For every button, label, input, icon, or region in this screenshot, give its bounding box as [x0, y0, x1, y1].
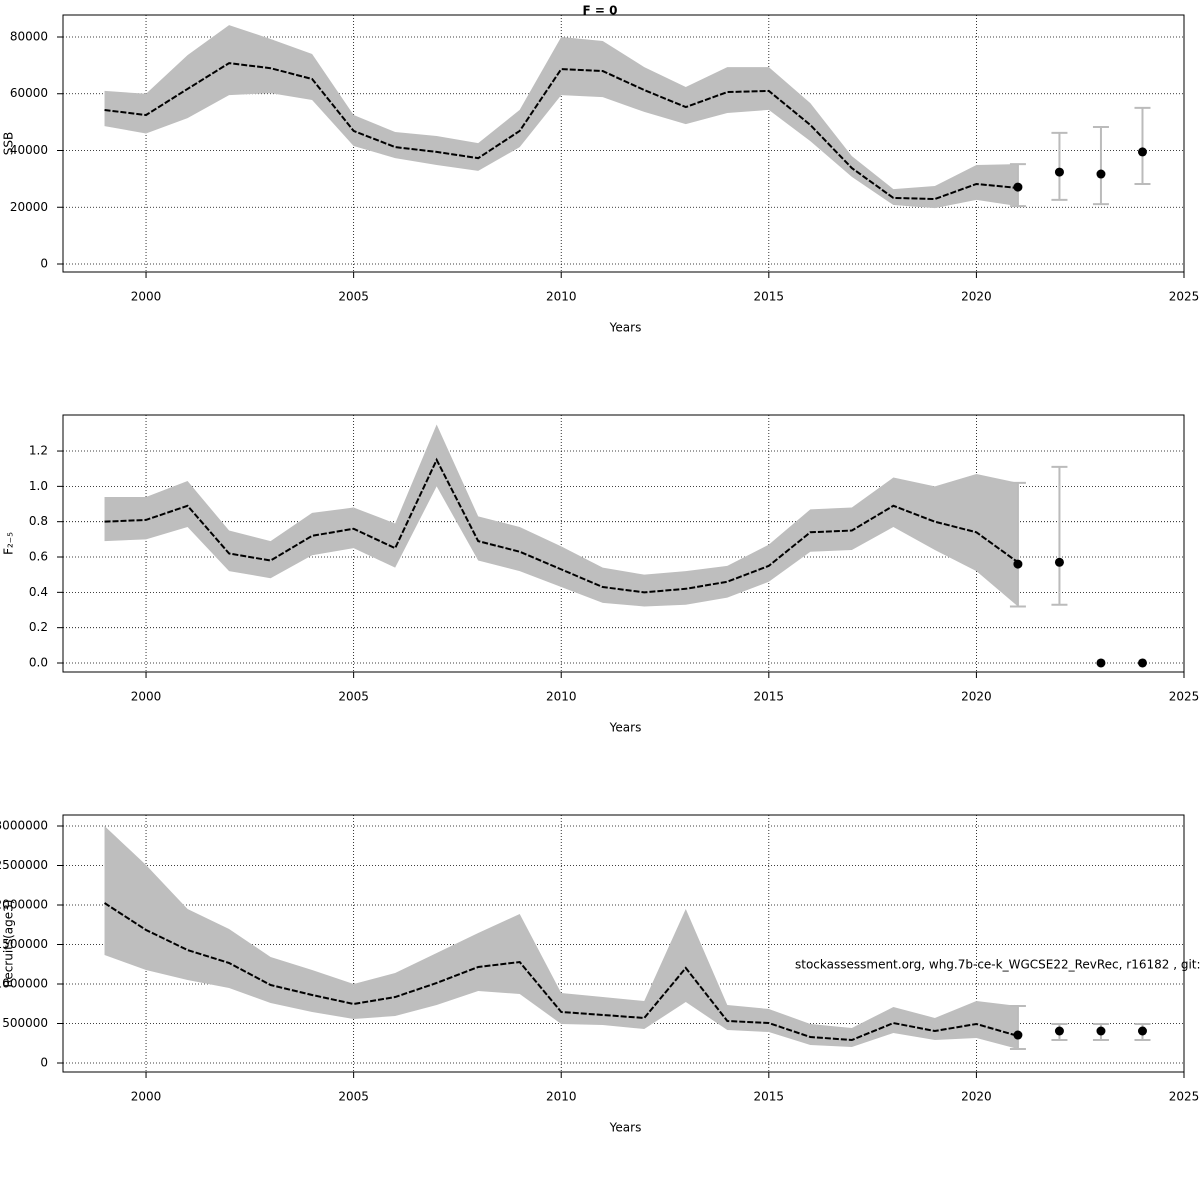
confidence-band: [104, 25, 1018, 209]
x-tick-label: 2000: [131, 290, 162, 304]
plot-frame: [62, 414, 1185, 673]
x-tick-label: 2010: [546, 290, 577, 304]
projection-point: [1013, 1030, 1023, 1040]
x-tick-label: 2020: [961, 290, 992, 304]
projection-point: [1054, 557, 1064, 567]
projection-point: [1013, 182, 1023, 192]
plot-frame: [62, 814, 1185, 1073]
x-axis-label: Years: [609, 321, 642, 335]
y-axis-label: SSB: [2, 132, 16, 155]
y-tick-label: 0: [40, 1056, 48, 1070]
x-tick-label: 2015: [754, 690, 785, 704]
y-tick-label: 2500000: [0, 858, 48, 872]
y-tick-label: 2000000: [0, 898, 48, 912]
y-tick-label: 1000000: [0, 977, 48, 991]
projection-point: [1096, 1026, 1106, 1036]
y-axis-label: Recruits(age3): [2, 900, 16, 988]
y-tick-label: 0.4: [29, 585, 48, 599]
y-tick-label: 20000: [10, 200, 48, 214]
estimate-line: [104, 457, 1019, 594]
confidence-band: [104, 424, 1018, 607]
projection-point: [1096, 658, 1106, 668]
y-tick-label: 500000: [2, 1016, 48, 1030]
x-tick-label: 2020: [961, 1090, 992, 1104]
chart-title: F = 0: [583, 4, 618, 18]
x-axis-label: Years: [609, 721, 642, 735]
y-tick-label: 0.2: [29, 620, 48, 634]
y-tick-label: 0: [40, 257, 48, 271]
x-tick-label: 2005: [338, 290, 369, 304]
x-tick-label: 2005: [338, 690, 369, 704]
x-tick-label: 2025: [1169, 1090, 1200, 1104]
x-tick-label: 2010: [546, 690, 577, 704]
x-axis-label: Years: [609, 1121, 642, 1135]
y-tick-label: 40000: [10, 143, 48, 157]
y-tick-label: 1500000: [0, 937, 48, 951]
estimate-line: [104, 62, 1019, 201]
x-tick-label: 2020: [961, 690, 992, 704]
x-tick-label: 2025: [1169, 690, 1200, 704]
estimate-line: [103, 902, 1019, 1042]
y-tick-label: 1.2: [29, 444, 48, 458]
plot-frame: [62, 14, 1185, 273]
x-tick-label: 2000: [131, 1090, 162, 1104]
y-tick-label: 60000: [10, 86, 48, 100]
projection-point: [1013, 559, 1023, 569]
y-tick-label: 0.6: [29, 550, 48, 564]
projection-point: [1096, 169, 1106, 179]
y-tick-label: 80000: [10, 29, 48, 43]
projection-point: [1137, 147, 1147, 157]
x-tick-label: 2010: [546, 1090, 577, 1104]
x-tick-label: 2005: [338, 1090, 369, 1104]
y-axis-label: F₂₋₅: [2, 532, 16, 555]
x-tick-label: 2025: [1169, 290, 1200, 304]
x-tick-label: 2015: [754, 290, 785, 304]
y-tick-label: 3000000: [0, 818, 48, 832]
y-tick-label: 0.0: [29, 655, 48, 669]
confidence-band: [104, 825, 1018, 1050]
y-tick-label: 0.8: [29, 514, 48, 528]
projection-point: [1137, 1026, 1147, 1036]
projection-point: [1054, 1026, 1064, 1036]
x-tick-label: 2015: [754, 1090, 785, 1104]
x-tick-label: 2000: [131, 690, 162, 704]
annotation: stockassessment.org, whg.7b-ce-k_WGCSE22…: [795, 958, 1200, 972]
projection-point: [1054, 167, 1064, 177]
y-tick-label: 1.0: [29, 479, 48, 493]
projection-point: [1137, 658, 1147, 668]
